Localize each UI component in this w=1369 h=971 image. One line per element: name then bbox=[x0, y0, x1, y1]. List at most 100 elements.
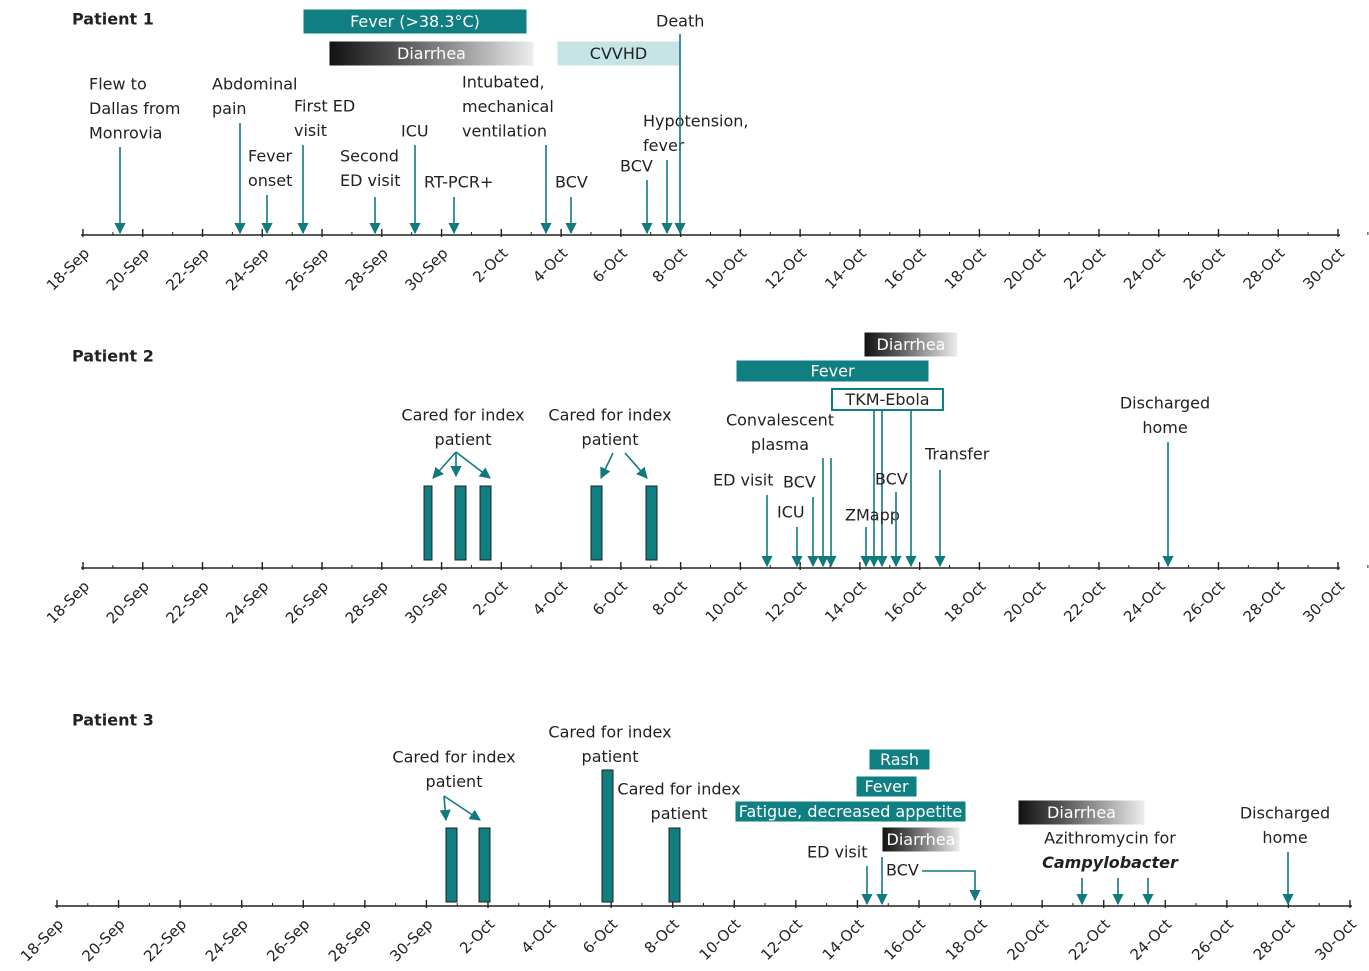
axis-tick-label: 10-Oct bbox=[696, 915, 745, 964]
patient-panel: Patient 318-Sep 20-Sep 22-Sep 24-Sep 26-Sep 2… bbox=[17, 711, 1360, 966]
axis-tick-label: 30-Oct bbox=[1311, 915, 1360, 964]
axis-tick-label: 30-Sep bbox=[386, 915, 436, 965]
axis-tick-label: 20-Oct bbox=[1003, 915, 1052, 964]
group-label: patient bbox=[582, 430, 639, 449]
status-bar bbox=[868, 748, 931, 771]
care-period bbox=[645, 485, 658, 561]
axis-tick-label: 26-Oct bbox=[1180, 244, 1229, 293]
axis-tick-label: 30-Sep bbox=[402, 244, 452, 294]
event-arrow bbox=[922, 870, 981, 902]
axis-tick-label: 22-Sep bbox=[162, 577, 212, 627]
event-label: Dallas from bbox=[89, 99, 180, 118]
group-arrow bbox=[455, 451, 491, 479]
status-bar bbox=[328, 40, 535, 67]
status-bar-label: Diarrhea bbox=[397, 44, 466, 63]
axis-tick-label: 2-Oct bbox=[469, 577, 511, 619]
event-label: First ED bbox=[294, 97, 355, 116]
axis-tick-label: 22-Oct bbox=[1060, 577, 1109, 626]
axis-tick-label: 18-Sep bbox=[17, 915, 67, 965]
event-label: BCV bbox=[620, 157, 653, 176]
axis-tick-label: 20-Sep bbox=[103, 244, 153, 294]
axis-tick-label: 8-Oct bbox=[649, 244, 691, 286]
axis-tick-label: 24-Oct bbox=[1120, 244, 1169, 293]
event-label: ED visit bbox=[713, 471, 773, 490]
axis-tick-label: 26-Sep bbox=[282, 244, 332, 294]
group-label: Cared for index bbox=[617, 780, 740, 799]
axis-tick-label: 6-Oct bbox=[579, 915, 621, 957]
status-bar-label: TKM-Ebola bbox=[844, 390, 929, 409]
axis-tick-label: 14-Oct bbox=[821, 244, 870, 293]
event-label: Discharged bbox=[1120, 394, 1210, 413]
care-period bbox=[601, 769, 614, 903]
status-bar-label: Diarrhea bbox=[877, 335, 946, 354]
care-period bbox=[454, 485, 467, 561]
event-label: pain bbox=[212, 99, 247, 118]
care-period bbox=[478, 827, 491, 903]
axis-tick-label: 12-Oct bbox=[761, 577, 810, 626]
status-bar-label: Diarrhea bbox=[887, 830, 956, 849]
group-arrow bbox=[600, 452, 614, 480]
axis-tick-label: 28-Sep bbox=[325, 915, 375, 965]
event-label: plasma bbox=[751, 435, 809, 454]
axis-tick-label: 24-Sep bbox=[202, 915, 252, 965]
event-label: BCV bbox=[875, 470, 908, 489]
group-label: patient bbox=[651, 804, 708, 823]
axis-tick-label: 18-Oct bbox=[942, 915, 991, 964]
patient-panel: Patient 118-Sep 20-Sep 22-Sep 24-Sep 26-Sep 2… bbox=[43, 8, 1369, 294]
event-label: BCV bbox=[783, 473, 816, 492]
axis-tick-label: 18-Sep bbox=[43, 577, 93, 627]
axis-tick-label: 26-Oct bbox=[1188, 915, 1237, 964]
status-bar bbox=[855, 775, 918, 798]
group-label: patient bbox=[435, 430, 492, 449]
axis-tick-label: 28-Sep bbox=[342, 244, 392, 294]
axis-tick-label: 22-Sep bbox=[140, 915, 190, 965]
axis-tick-label: 20-Oct bbox=[1001, 244, 1050, 293]
axis-tick-label: 26-Sep bbox=[263, 915, 313, 965]
event-label: Discharged bbox=[1240, 804, 1330, 823]
group-label: Cared for index bbox=[392, 748, 515, 767]
axis-tick-label: 14-Oct bbox=[819, 915, 868, 964]
event-label: ICU bbox=[777, 503, 805, 522]
event-label: ventilation bbox=[462, 122, 547, 141]
axis-tick-label: 28-Oct bbox=[1240, 577, 1289, 626]
event-label: Monrovia bbox=[89, 124, 162, 143]
axis-tick-label: 18-Oct bbox=[941, 577, 990, 626]
axis-tick-label: 12-Oct bbox=[761, 244, 810, 293]
event-label: Fever bbox=[248, 147, 292, 166]
status-bar bbox=[881, 826, 961, 853]
axis-tick-label: 2-Oct bbox=[456, 915, 498, 957]
panel-title: Patient 1 bbox=[72, 10, 154, 29]
status-bar bbox=[734, 800, 967, 823]
axis-tick-label: 26-Sep bbox=[282, 577, 332, 627]
axis-tick-label: 22-Sep bbox=[162, 244, 212, 294]
event-label: BCV bbox=[886, 861, 919, 880]
axis-tick-label: 18-Oct bbox=[941, 244, 990, 293]
event-label: RT-PCR+ bbox=[424, 173, 493, 192]
care-period bbox=[479, 485, 492, 561]
axis-tick-label: 24-Sep bbox=[222, 577, 272, 627]
axis-tick-label: 20-Sep bbox=[103, 577, 153, 627]
status-bar bbox=[1017, 799, 1146, 826]
status-bar bbox=[556, 40, 681, 67]
panel-title: Patient 2 bbox=[72, 347, 154, 366]
axis-tick-label: 22-Oct bbox=[1060, 244, 1109, 293]
event-label: Campylobacter bbox=[1042, 853, 1179, 872]
care-period bbox=[423, 485, 433, 561]
panel-title: Patient 3 bbox=[72, 711, 154, 730]
axis-tick-label: 28-Sep bbox=[342, 577, 392, 627]
axis-tick-label: 10-Oct bbox=[702, 244, 751, 293]
event-label: fever bbox=[643, 136, 685, 155]
axis-tick-label: 4-Oct bbox=[518, 915, 560, 957]
event-label: mechanical bbox=[462, 97, 554, 116]
event-label: ICU bbox=[401, 122, 429, 141]
axis-tick-label: 24-Sep bbox=[222, 244, 272, 294]
event-label: BCV bbox=[555, 173, 588, 192]
status-bar-label: Fever (>38.3°C) bbox=[350, 12, 480, 31]
axis-tick-label: 22-Oct bbox=[1065, 915, 1114, 964]
event-label: home bbox=[1262, 828, 1307, 847]
axis-tick-label: 6-Oct bbox=[589, 244, 631, 286]
axis-tick-label: 28-Oct bbox=[1240, 244, 1289, 293]
status-bar-label: Diarrhea bbox=[1047, 803, 1116, 822]
status-bar-label: Fatigue, decreased appetite bbox=[739, 802, 962, 821]
